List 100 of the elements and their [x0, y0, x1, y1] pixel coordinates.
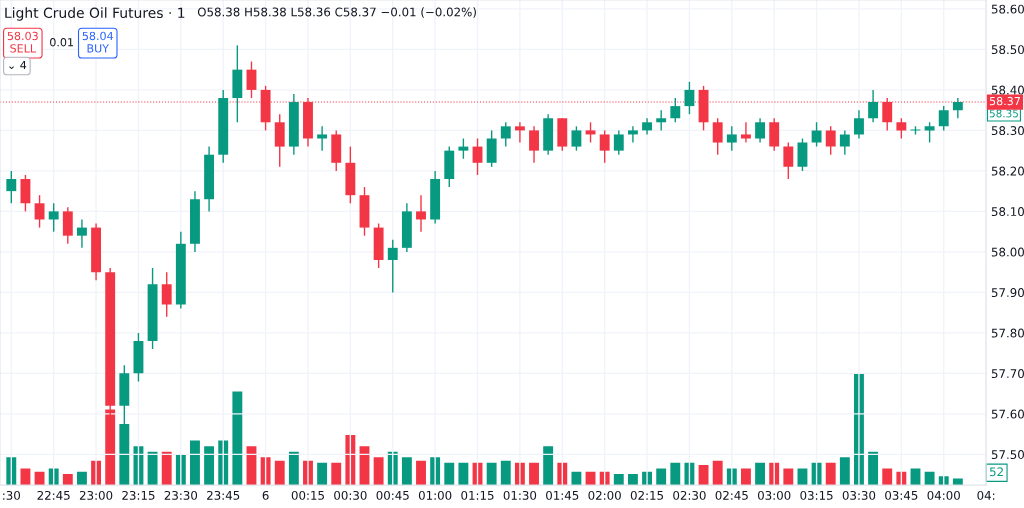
bar	[500, 460, 511, 486]
annotation: O58.38 H58.38 L58.36 C58.37 −0.01 (−0.02%)	[197, 7, 476, 18]
bar	[924, 471, 935, 486]
x-tick-label: :30	[3, 490, 21, 500]
x-tick-label: 22:45	[37, 490, 70, 500]
candlestick	[472, 137, 483, 176]
y-tick-label: 58.20	[991, 166, 1024, 176]
candlestick	[712, 117, 723, 156]
bar	[952, 478, 963, 486]
x-tick-label: 02:00	[588, 490, 621, 500]
x-tick-label: 04:	[977, 490, 995, 500]
ref-line-label: 58.37	[989, 96, 1020, 106]
y-tick-label: 58.30	[991, 126, 1024, 136]
y-tick-label: 57.80	[991, 328, 1024, 338]
x-tick-label: 23:45	[207, 490, 240, 500]
bar	[444, 462, 455, 486]
candlestick	[811, 121, 822, 148]
bar	[627, 474, 638, 486]
bar	[77, 471, 87, 486]
x-tick-label: 01:00	[418, 490, 452, 500]
candlestick	[246, 60, 257, 99]
bar	[147, 451, 158, 486]
x-tick-label: 00:15	[291, 490, 324, 500]
x-tick-label: 03:45	[885, 490, 918, 500]
x-tick-label: 03:15	[800, 490, 833, 500]
candlestick	[896, 117, 907, 140]
x-tick-label: 01:45	[546, 490, 579, 500]
bar	[232, 391, 243, 486]
candlestick	[656, 109, 667, 132]
annotation: 58.03 SELL	[7, 31, 38, 53]
bar	[656, 468, 667, 486]
candlestick	[77, 218, 87, 249]
x-tick-label: 03:00	[757, 490, 791, 500]
annotation: 0.01	[50, 38, 74, 47]
bar	[486, 462, 497, 486]
candlestick	[416, 194, 426, 233]
x-tick-label: 02:15	[630, 490, 664, 500]
candlestick	[825, 125, 836, 156]
bar	[670, 462, 681, 486]
annotation: ⌄ 4	[9, 60, 27, 70]
candlestick	[684, 81, 695, 115]
bar	[839, 457, 850, 486]
candlestick	[387, 239, 398, 294]
bar	[543, 446, 554, 486]
y-tick-label: 57.50	[991, 450, 1024, 460]
candlestick	[924, 121, 935, 144]
candlestick	[627, 125, 638, 144]
candlestick	[48, 202, 59, 233]
bar	[274, 460, 285, 486]
y-tick-label: 57.90	[991, 288, 1024, 298]
candlestick	[670, 97, 681, 123]
candlestick	[500, 121, 511, 148]
bar	[20, 468, 31, 486]
candlestick	[613, 129, 624, 156]
candlestick	[514, 121, 525, 144]
candlestick	[741, 121, 751, 144]
candlestick	[585, 121, 596, 144]
bar	[783, 468, 794, 486]
text: 58.35	[989, 109, 1018, 118]
candlestick	[952, 97, 963, 119]
x-tick-label: 04:00	[927, 490, 960, 500]
text: 52	[989, 467, 1003, 477]
bar	[571, 471, 582, 486]
y-tick-label: 58.60	[991, 4, 1024, 14]
candlestick	[854, 109, 864, 140]
y-tick-label: 57.60	[991, 409, 1024, 419]
x-tick-label: 03:30	[842, 490, 876, 500]
bar	[190, 440, 200, 486]
candlestick	[726, 125, 737, 152]
candlestick	[571, 125, 582, 152]
x-tick-label: 23:15	[122, 490, 155, 500]
bar	[373, 457, 384, 486]
bar	[868, 451, 879, 486]
bar	[712, 460, 723, 486]
bar	[825, 462, 836, 486]
x-tick-label: 02:45	[715, 490, 748, 500]
bar	[401, 457, 412, 486]
x-tick-label: 6	[262, 490, 269, 500]
candlestick	[783, 141, 794, 180]
candlestick	[529, 125, 539, 164]
x-tick-label: 23:00	[79, 490, 113, 500]
bar	[755, 462, 766, 486]
candlestick	[317, 125, 328, 152]
annotation: 58.04 BUY	[82, 31, 114, 53]
x-tick-label: 00:45	[376, 490, 409, 500]
bar	[613, 474, 624, 486]
candlestick	[458, 137, 469, 160]
x-tick-label: 01:30	[503, 490, 537, 500]
bar	[161, 451, 172, 486]
candlestick	[599, 129, 610, 164]
bar	[529, 462, 539, 486]
y-tick-label: 58.50	[991, 45, 1024, 55]
x-tick-label: 23:30	[164, 490, 198, 500]
candlestick	[938, 105, 949, 132]
bar	[416, 460, 426, 486]
candlestick	[34, 194, 45, 229]
x-tick-label: 02:30	[673, 490, 706, 500]
y-tick-label: 58.00	[991, 247, 1024, 257]
bar	[288, 451, 299, 486]
bar	[698, 465, 709, 486]
